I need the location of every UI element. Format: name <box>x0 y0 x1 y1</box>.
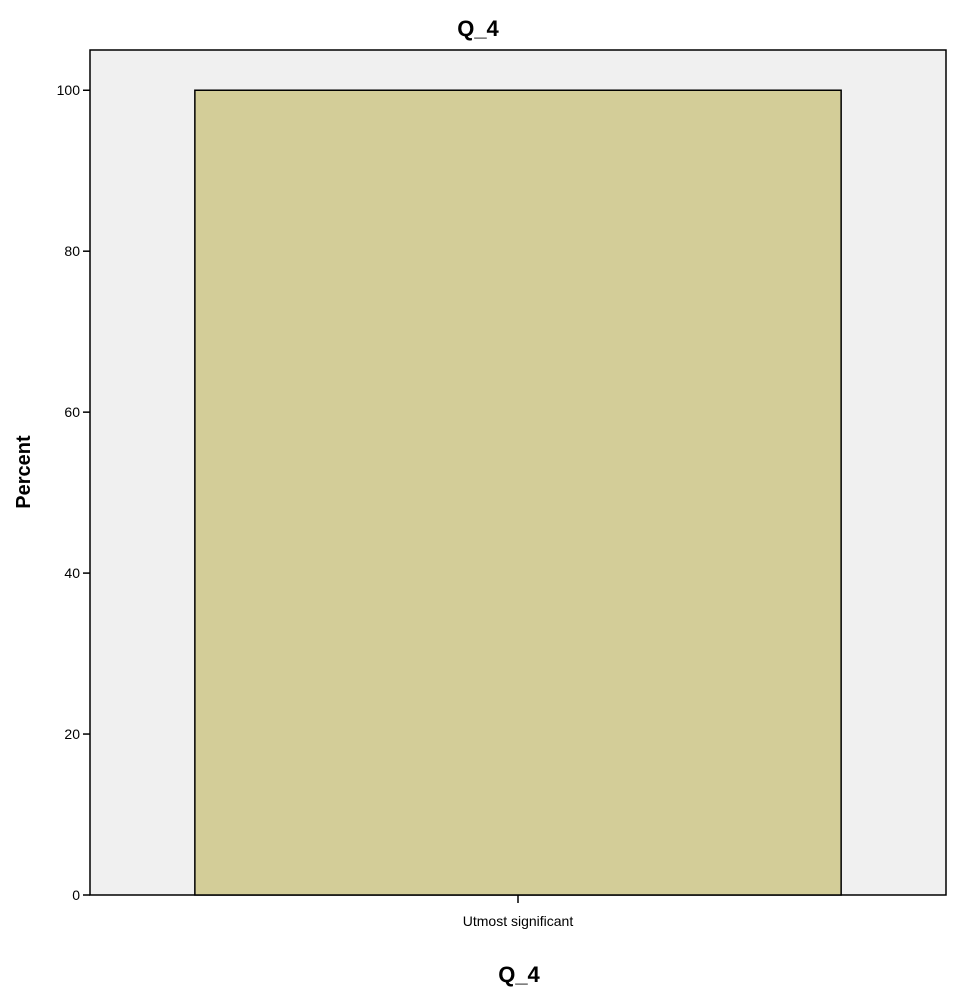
y-tick-label: 80 <box>64 243 80 259</box>
x-tick-label: Utmost significant <box>463 913 574 929</box>
y-axis: 0 20 40 60 80 100 <box>57 82 90 903</box>
y-axis-title: Percent <box>13 435 35 509</box>
bar <box>194 89 842 896</box>
x-axis: Utmost significant <box>463 895 574 929</box>
y-tick-label: 20 <box>64 726 80 742</box>
y-tick-label: 0 <box>72 887 80 903</box>
y-tick-label: 60 <box>64 404 80 420</box>
y-tick-label: 100 <box>57 82 81 98</box>
bars-group <box>194 89 842 896</box>
x-axis-title: Q_4 <box>498 962 540 987</box>
y-tick-label: 40 <box>64 565 80 581</box>
chart-title: Q_4 <box>457 16 499 41</box>
